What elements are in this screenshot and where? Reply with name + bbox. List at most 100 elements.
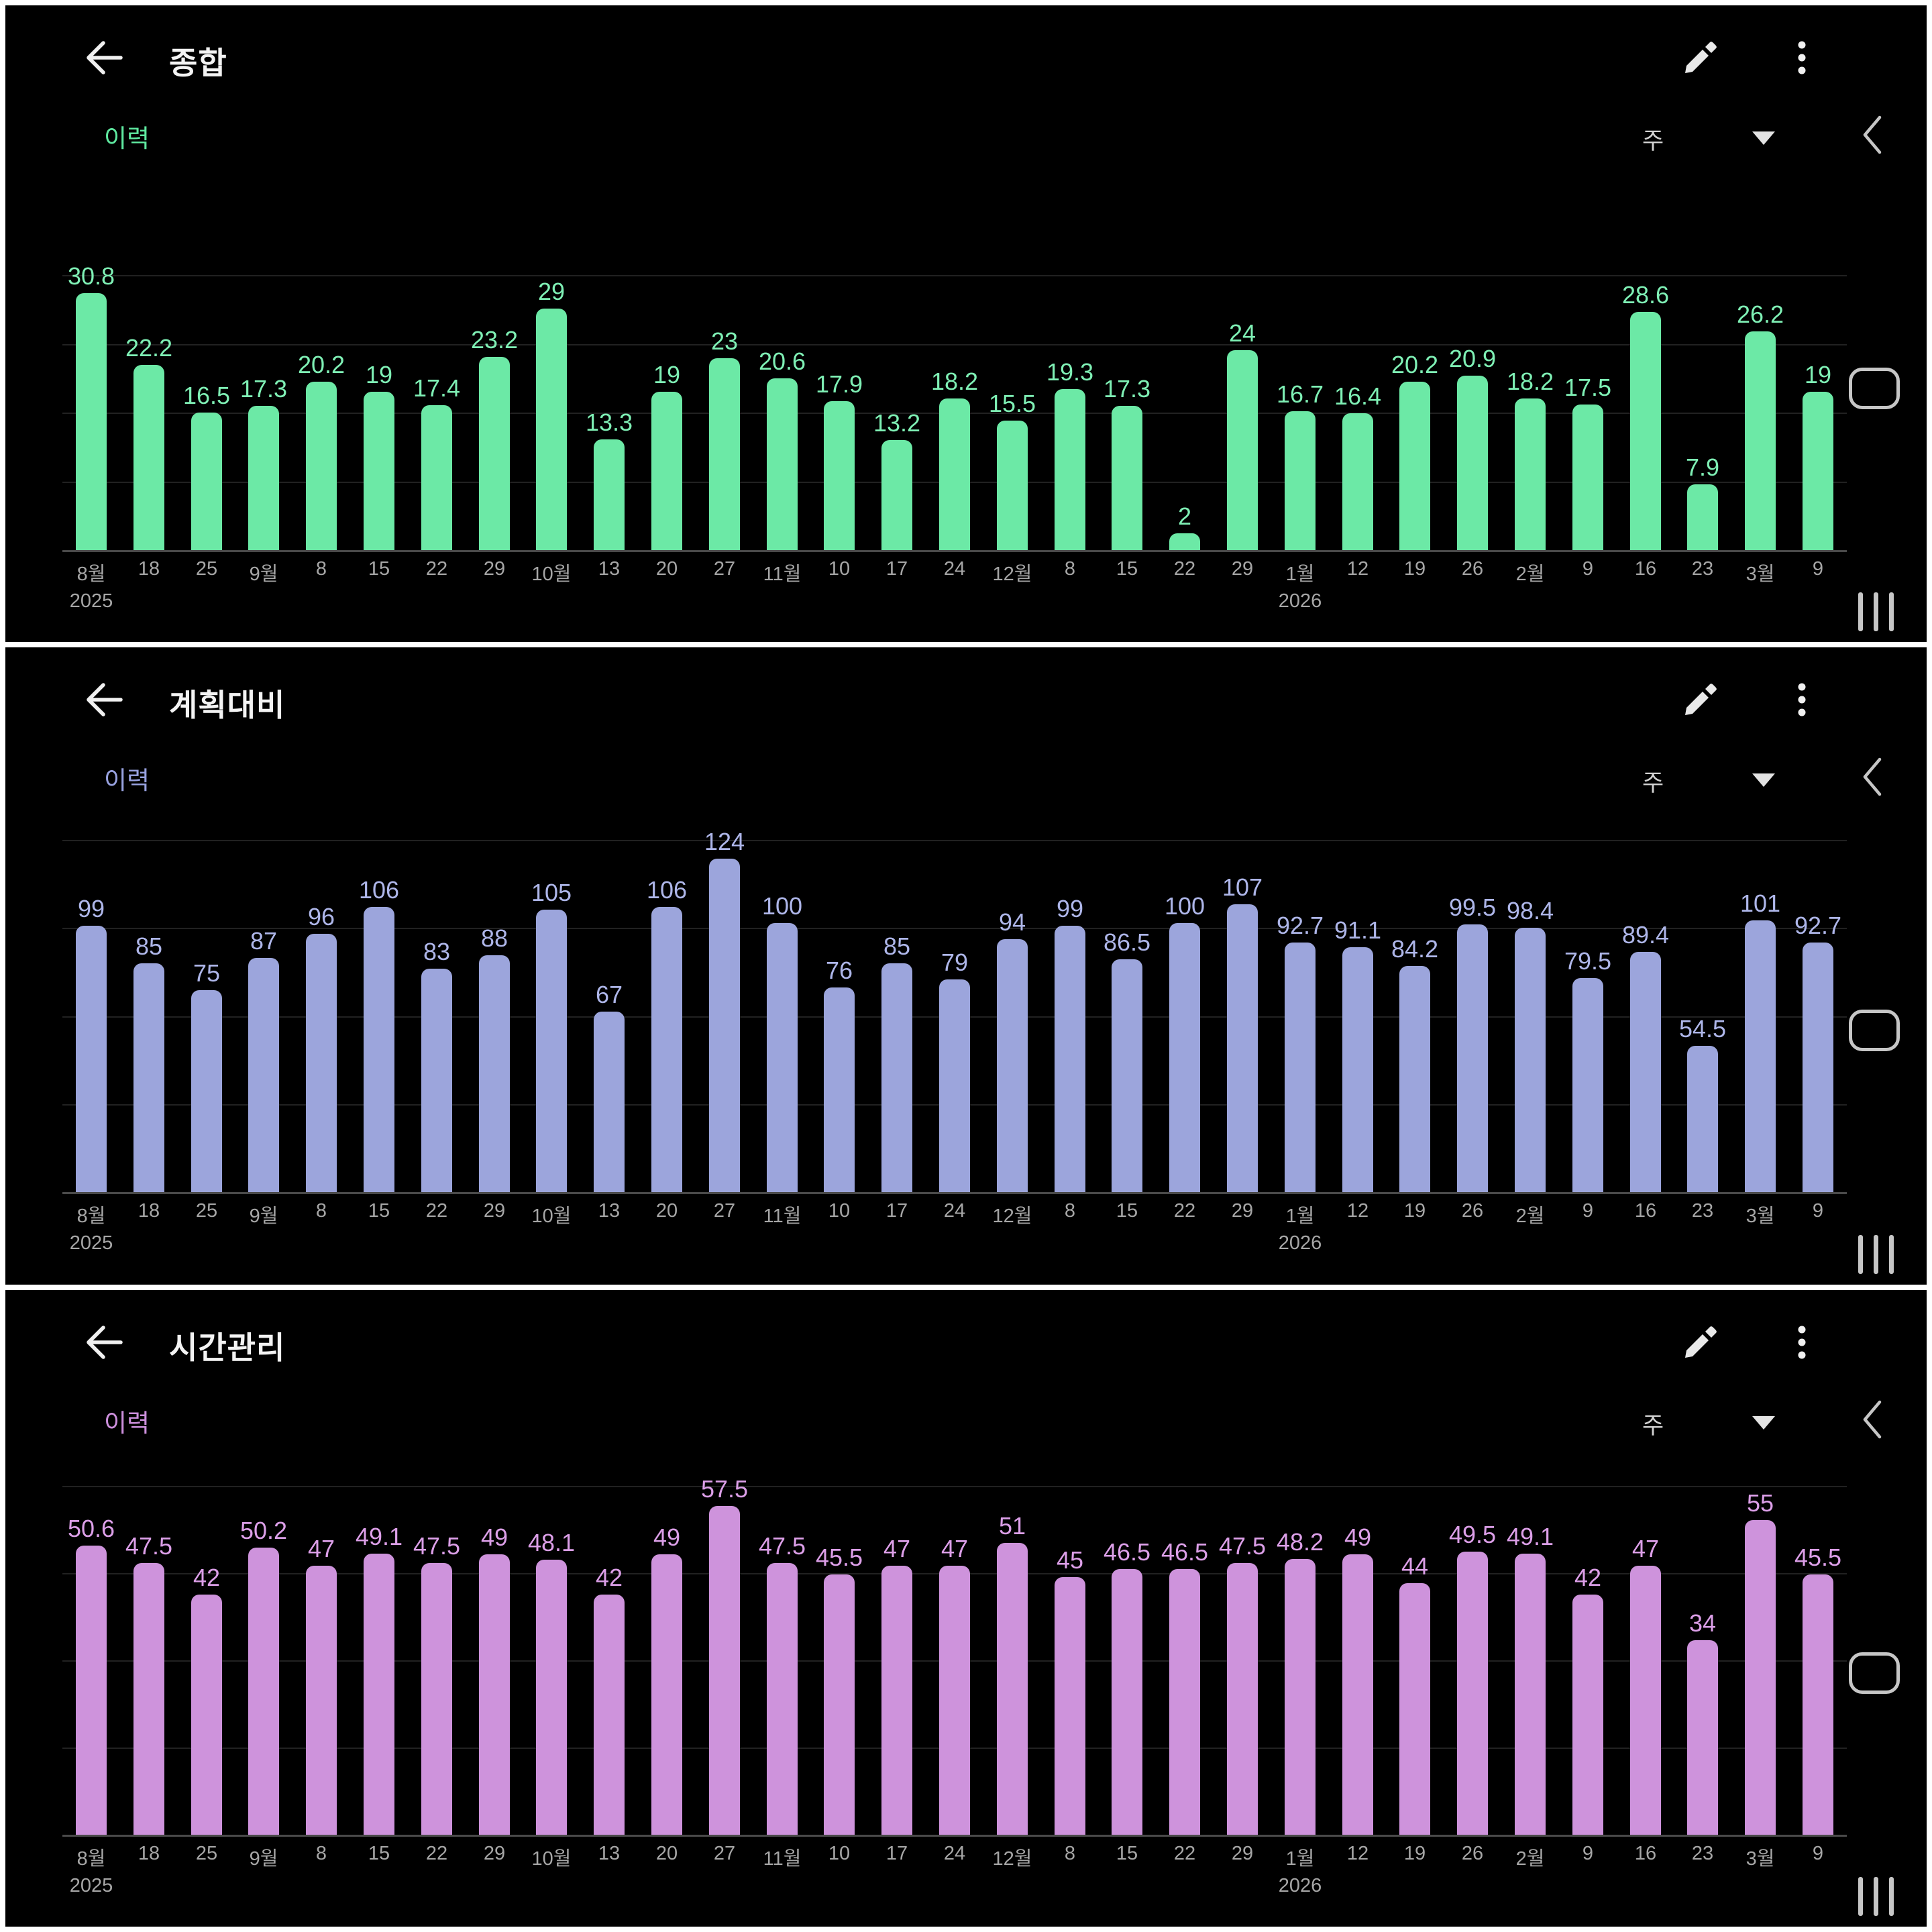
bar[interactable] bbox=[191, 413, 222, 550]
bar[interactable] bbox=[1112, 406, 1142, 550]
bar[interactable] bbox=[1687, 1640, 1718, 1835]
bar[interactable] bbox=[594, 439, 625, 550]
bar[interactable] bbox=[767, 378, 798, 550]
bar[interactable] bbox=[133, 365, 164, 550]
nav-recent-apps-button[interactable] bbox=[1850, 1234, 1901, 1274]
bar[interactable] bbox=[248, 406, 279, 550]
history-link[interactable]: 이력 bbox=[104, 1409, 150, 1437]
bar[interactable] bbox=[594, 1012, 625, 1193]
bar[interactable] bbox=[1457, 376, 1488, 550]
bar[interactable] bbox=[1112, 1568, 1142, 1835]
bar[interactable] bbox=[709, 1505, 740, 1835]
bar[interactable] bbox=[767, 923, 798, 1193]
bar[interactable] bbox=[709, 859, 740, 1193]
bar[interactable] bbox=[1399, 966, 1430, 1193]
bar[interactable] bbox=[824, 1574, 855, 1835]
bar[interactable] bbox=[1745, 1519, 1776, 1835]
edit-pencil-button[interactable] bbox=[1678, 1321, 1721, 1364]
bar[interactable] bbox=[709, 358, 740, 550]
bar[interactable] bbox=[1803, 1574, 1833, 1835]
bar[interactable] bbox=[421, 969, 452, 1193]
bar[interactable] bbox=[1399, 1582, 1430, 1835]
bar[interactable] bbox=[1803, 392, 1833, 550]
bar[interactable] bbox=[1055, 1576, 1085, 1835]
bar[interactable] bbox=[1055, 389, 1085, 550]
bar[interactable] bbox=[1630, 1565, 1661, 1835]
bar[interactable] bbox=[1572, 405, 1603, 550]
bar[interactable] bbox=[536, 309, 567, 550]
bar[interactable] bbox=[1457, 924, 1488, 1193]
bar[interactable] bbox=[1572, 1594, 1603, 1835]
bar[interactable] bbox=[1745, 331, 1776, 550]
bar[interactable] bbox=[421, 405, 452, 550]
bar[interactable] bbox=[997, 421, 1028, 550]
bar[interactable] bbox=[306, 382, 337, 550]
bar[interactable] bbox=[536, 910, 567, 1193]
bar[interactable] bbox=[1227, 350, 1258, 550]
bar[interactable] bbox=[364, 1553, 394, 1835]
bar[interactable] bbox=[1745, 920, 1776, 1193]
bar[interactable] bbox=[76, 293, 107, 550]
bar[interactable] bbox=[364, 392, 394, 550]
bar[interactable] bbox=[421, 1562, 452, 1835]
bar[interactable] bbox=[939, 1565, 970, 1835]
more-options-button[interactable] bbox=[1780, 36, 1823, 79]
bar[interactable] bbox=[1285, 943, 1316, 1193]
nav-back-button[interactable] bbox=[1858, 755, 1886, 799]
period-selector[interactable]: 주 bbox=[1642, 1405, 1796, 1446]
nav-home-button[interactable] bbox=[1849, 1010, 1900, 1052]
bar[interactable] bbox=[767, 1562, 798, 1835]
bar[interactable] bbox=[997, 939, 1028, 1193]
bar[interactable] bbox=[1285, 1558, 1316, 1835]
bar[interactable] bbox=[881, 440, 912, 550]
bar[interactable] bbox=[1630, 952, 1661, 1193]
bar[interactable] bbox=[1572, 978, 1603, 1193]
bar[interactable] bbox=[1515, 928, 1546, 1193]
history-link[interactable]: 이력 bbox=[104, 125, 150, 152]
bar[interactable] bbox=[1515, 1553, 1546, 1835]
back-button[interactable] bbox=[83, 1321, 126, 1364]
bar[interactable] bbox=[1169, 533, 1200, 550]
bar[interactable] bbox=[1687, 484, 1718, 550]
bar[interactable] bbox=[1803, 943, 1833, 1193]
bar[interactable] bbox=[191, 990, 222, 1193]
bar[interactable] bbox=[881, 1565, 912, 1835]
bar[interactable] bbox=[881, 963, 912, 1193]
bar[interactable] bbox=[364, 907, 394, 1193]
history-link[interactable]: 이력 bbox=[104, 767, 150, 795]
bar[interactable] bbox=[1285, 411, 1316, 550]
bar[interactable] bbox=[248, 1547, 279, 1835]
nav-home-button[interactable] bbox=[1849, 368, 1900, 409]
edit-pencil-button[interactable] bbox=[1678, 36, 1721, 79]
nav-recent-apps-button[interactable] bbox=[1850, 1876, 1901, 1916]
nav-back-button[interactable] bbox=[1858, 1397, 1886, 1442]
bar[interactable] bbox=[651, 907, 682, 1193]
bar[interactable] bbox=[1055, 926, 1085, 1193]
bar[interactable] bbox=[594, 1594, 625, 1835]
nav-back-button[interactable] bbox=[1858, 113, 1886, 157]
more-options-button[interactable] bbox=[1780, 678, 1823, 721]
bar[interactable] bbox=[1342, 947, 1373, 1193]
bar[interactable] bbox=[1112, 959, 1142, 1193]
bar[interactable] bbox=[76, 1545, 107, 1835]
bar[interactable] bbox=[479, 357, 510, 550]
bar[interactable] bbox=[191, 1594, 222, 1835]
bar[interactable] bbox=[479, 955, 510, 1193]
bar[interactable] bbox=[1169, 1568, 1200, 1835]
bar[interactable] bbox=[1169, 923, 1200, 1193]
period-selector[interactable]: 주 bbox=[1642, 121, 1796, 161]
back-button[interactable] bbox=[83, 678, 126, 721]
bar[interactable] bbox=[1227, 904, 1258, 1193]
bar[interactable] bbox=[1342, 413, 1373, 550]
bar[interactable] bbox=[248, 958, 279, 1193]
bar[interactable] bbox=[133, 963, 164, 1193]
bar[interactable] bbox=[1399, 382, 1430, 550]
bar[interactable] bbox=[1227, 1562, 1258, 1835]
bar[interactable] bbox=[1630, 312, 1661, 550]
nav-recent-apps-button[interactable] bbox=[1850, 592, 1901, 632]
back-button[interactable] bbox=[83, 36, 126, 79]
bar[interactable] bbox=[651, 392, 682, 550]
bar[interactable] bbox=[306, 934, 337, 1193]
more-options-button[interactable] bbox=[1780, 1321, 1823, 1364]
bar[interactable] bbox=[76, 926, 107, 1193]
